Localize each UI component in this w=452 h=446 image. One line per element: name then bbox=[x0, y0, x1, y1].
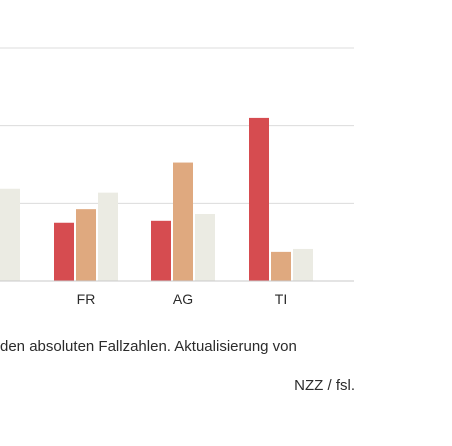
bar-fr-series-2 bbox=[76, 209, 96, 281]
bar-ag-series-2 bbox=[173, 162, 193, 281]
bar-ag-series-1 bbox=[151, 220, 171, 281]
chart-source: NZZ / fsl. bbox=[294, 377, 355, 394]
bar-fr-series-1 bbox=[54, 222, 74, 281]
bar-fr-series-3 bbox=[98, 192, 118, 281]
x-tick-label-fr: FR bbox=[77, 291, 96, 307]
bar-group0-series-3 bbox=[0, 188, 20, 281]
bar-ti-series-3 bbox=[293, 248, 313, 281]
bar-ti-series-1 bbox=[249, 117, 269, 282]
x-tick-label-ag: AG bbox=[173, 291, 193, 307]
bar-ag-series-3 bbox=[195, 214, 215, 281]
x-tick-label-ti: TI bbox=[275, 291, 287, 307]
bar-ti-series-2 bbox=[271, 251, 291, 281]
chart-footnote: den absoluten Fallzahlen. Aktualisierung… bbox=[0, 338, 297, 355]
bar-chart: FR AG TI bbox=[0, 47, 354, 307]
